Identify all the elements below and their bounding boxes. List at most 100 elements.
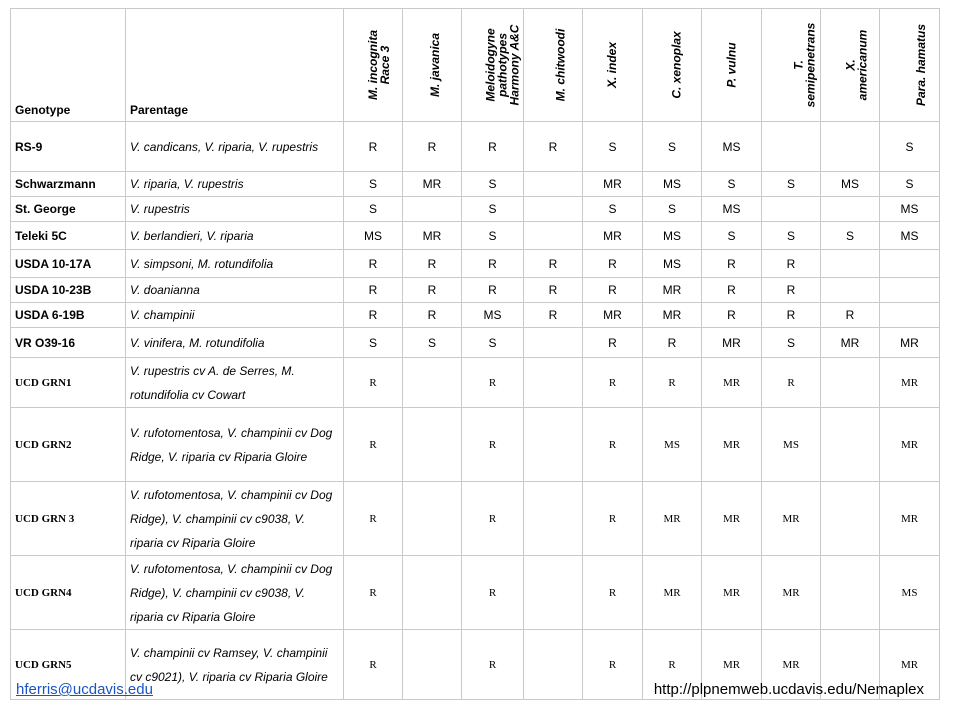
rating-cell: S <box>761 327 821 358</box>
rating-cell: S <box>642 121 702 172</box>
parentage-cell: V. berlandieri, V. riparia <box>125 221 344 250</box>
rating-cell: MR <box>879 327 940 358</box>
rating-cell: R <box>343 555 403 630</box>
rating-cell <box>761 121 821 172</box>
rating-cell: R <box>642 629 702 700</box>
header-nematode: M. incognita Race 3 <box>343 8 403 122</box>
rating-cell: R <box>701 277 762 303</box>
rating-cell: R <box>343 277 403 303</box>
genotype-cell: USDA 6-19B <box>10 302 126 328</box>
rating-cell: MR <box>582 221 643 250</box>
rating-cell: R <box>461 357 524 408</box>
rating-cell: MR <box>582 171 643 197</box>
rating-cell: S <box>701 171 762 197</box>
genotype-cell: UCD GRN2 <box>10 407 126 482</box>
rating-cell: R <box>461 277 524 303</box>
rating-cell: S <box>761 171 821 197</box>
rating-cell: R <box>523 249 583 278</box>
rating-cell: MR <box>701 555 762 630</box>
rating-cell <box>402 357 462 408</box>
rating-cell <box>820 196 880 222</box>
rating-cell <box>820 277 880 303</box>
rating-cell: S <box>879 121 940 172</box>
rating-cell: S <box>343 327 403 358</box>
rating-cell: S <box>582 121 643 172</box>
header-nematode: Meloidogyne pathotypes Harmony A&C <box>461 8 524 122</box>
rating-cell: MS <box>642 407 702 482</box>
table-row: RS-9 V. candicans, V. riparia, V. rupestr… <box>10 121 940 172</box>
rating-cell: R <box>582 357 643 408</box>
table-row: Schwarzmann V. riparia, V. rupestris S MR S M… <box>10 171 940 197</box>
parentage-cell: V. rupestris cv A. de Serres, M. rotundi… <box>125 357 344 408</box>
parentage-cell: V. simpsoni, M. rotundifolia <box>125 249 344 278</box>
genotype-cell: Schwarzmann <box>10 171 126 197</box>
header-nematode-line: M. javanica <box>428 32 443 98</box>
rating-cell: S <box>461 327 524 358</box>
header-nematode-label: Para. hamatus <box>914 23 929 107</box>
header-nematode-label: Meloidogyne pathotypes Harmony A&C <box>483 24 521 105</box>
rating-cell: MR <box>642 555 702 630</box>
rating-cell: R <box>402 302 462 328</box>
rating-cell: S <box>701 221 762 250</box>
rating-cell: MR <box>820 327 880 358</box>
rating-cell: S <box>343 171 403 197</box>
rating-cell: MS <box>461 302 524 328</box>
header-nematode: T. semipenetrans <box>761 8 821 122</box>
parentage-cell: V. rufotomentosa, V. champinii cv Dog Ri… <box>125 555 344 630</box>
rating-cell: R <box>402 121 462 172</box>
rating-cell: MR <box>582 302 643 328</box>
rating-cell: MR <box>761 555 821 630</box>
rating-cell <box>523 196 583 222</box>
rating-cell: S <box>461 171 524 197</box>
rating-cell: MR <box>701 629 762 700</box>
nematode-resistance-table: Genotype Parentage M. incognita Race 3 M. … <box>10 8 940 700</box>
rating-cell <box>402 629 462 700</box>
rating-cell: R <box>461 555 524 630</box>
rating-cell: MR <box>642 277 702 303</box>
rating-cell: MR <box>701 357 762 408</box>
header-nematode: M. chitwoodi <box>523 8 583 122</box>
genotype-cell: St. George <box>10 196 126 222</box>
table-row: VR O39-16 V. vinifera, M. rotundifolia S S S… <box>10 327 940 358</box>
header-nematode: P. vulnu <box>701 8 762 122</box>
header-nematode-line: C. xenoplax <box>669 31 684 99</box>
rating-cell: MS <box>761 407 821 482</box>
rating-cell <box>523 407 583 482</box>
rating-cell <box>523 481 583 556</box>
header-nematode-label: T. semipenetrans <box>791 22 817 107</box>
rating-cell <box>879 249 940 278</box>
rating-cell: S <box>582 196 643 222</box>
header-nematode-line: M. chitwoodi <box>553 28 568 102</box>
rating-cell: S <box>820 221 880 250</box>
header-nematode: M. javanica <box>402 8 462 122</box>
parentage-cell: V. rufotomentosa, V. champinii cv Dog Ri… <box>125 407 344 482</box>
rating-cell <box>402 407 462 482</box>
rating-cell: MR <box>761 481 821 556</box>
header-nematode: C. xenoplax <box>642 8 702 122</box>
rating-cell: S <box>343 196 403 222</box>
rating-cell <box>402 196 462 222</box>
rating-cell <box>879 302 940 328</box>
rating-cell: R <box>761 302 821 328</box>
table-row: UCD GRN5 V. champinii cv Ramsey, V. champ… <box>10 629 940 700</box>
footer-email-link[interactable]: hferris@ucdavis.edu <box>16 681 153 698</box>
rating-cell: R <box>402 277 462 303</box>
table-body: RS-9 V. candicans, V. riparia, V. rupestr… <box>10 121 940 700</box>
rating-cell: MS <box>343 221 403 250</box>
rating-cell <box>820 249 880 278</box>
rating-cell: R <box>582 277 643 303</box>
parentage-cell: V. rufotomentosa, V. champinii cv Dog Ri… <box>125 481 344 556</box>
rating-cell: R <box>582 481 643 556</box>
header-nematode-label: P. vulnu <box>725 42 739 87</box>
rating-cell: R <box>642 357 702 408</box>
rating-cell: MR <box>879 407 940 482</box>
rating-cell <box>523 327 583 358</box>
rating-cell: MS <box>701 196 762 222</box>
header-row: Genotype Parentage M. incognita Race 3 M. … <box>10 8 940 122</box>
header-nematode-label: X. americanum <box>843 29 869 100</box>
parentage-cell: V. champinii cv Ramsey, V. champinii cv … <box>125 629 344 700</box>
rating-cell: R <box>523 277 583 303</box>
header-nematode-line: Para. hamatus <box>914 23 929 107</box>
genotype-cell: UCD GRN 3 <box>10 481 126 556</box>
rating-cell: R <box>701 249 762 278</box>
